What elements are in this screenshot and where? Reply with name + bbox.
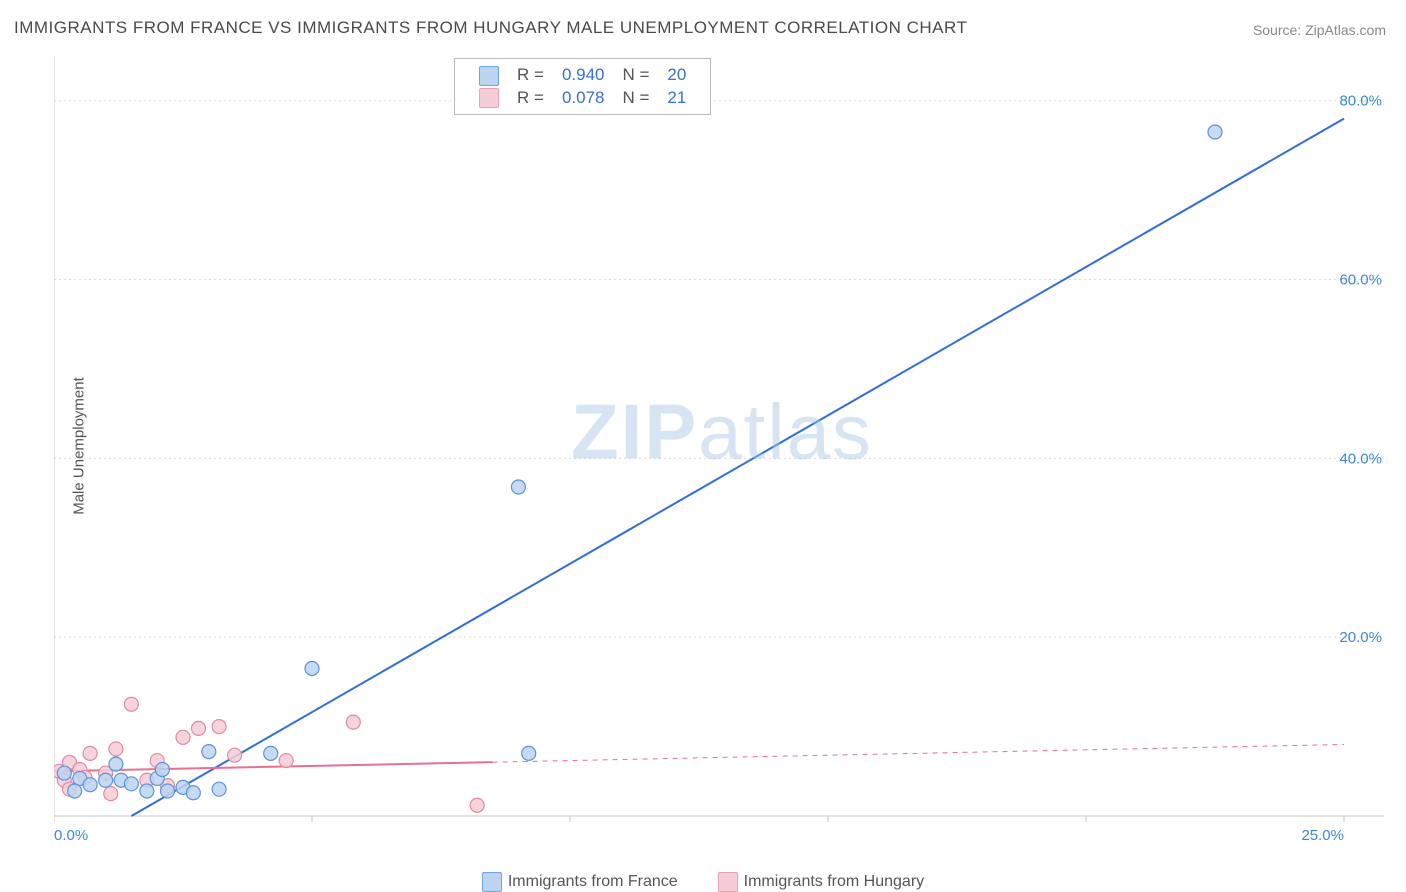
legend-r-label: R = (509, 65, 552, 86)
data-point-france (161, 784, 175, 798)
y-tick-label: 40.0% (1339, 450, 1382, 467)
legend-swatch (718, 872, 738, 892)
legend-r-value: 0.078 (554, 88, 613, 109)
data-point-hungary (212, 720, 226, 734)
data-point-hungary (109, 742, 123, 756)
data-point-france (140, 784, 154, 798)
y-tick-label: 60.0% (1339, 272, 1382, 289)
legend-item: Immigrants from France (482, 872, 678, 892)
legend-n-value: 21 (659, 88, 694, 109)
legend-r-value: 0.940 (554, 65, 613, 86)
legend-swatch (479, 88, 499, 108)
chart-title: IMMIGRANTS FROM FRANCE VS IMMIGRANTS FRO… (14, 18, 967, 38)
y-tick-label: 20.0% (1339, 629, 1382, 646)
data-point-hungary (470, 798, 484, 812)
x-tick-label: 0.0% (54, 827, 88, 844)
data-point-hungary (279, 754, 293, 768)
data-point-hungary (346, 715, 360, 729)
source-prefix: Source: (1253, 22, 1305, 38)
data-point-hungary (104, 787, 118, 801)
data-point-france (202, 745, 216, 759)
data-point-france (57, 766, 71, 780)
source-link[interactable]: ZipAtlas.com (1305, 22, 1386, 38)
data-point-hungary (228, 748, 242, 762)
legend-swatch (482, 872, 502, 892)
data-point-hungary (191, 721, 205, 735)
data-point-france (264, 746, 278, 760)
data-point-hungary (83, 746, 97, 760)
data-point-france (155, 763, 169, 777)
legend-n-label: N = (614, 88, 657, 109)
legend-label: Immigrants from Hungary (744, 873, 925, 890)
data-point-france (186, 786, 200, 800)
x-tick-label: 25.0% (1301, 827, 1344, 844)
legend-swatch (479, 66, 499, 86)
data-point-france (68, 784, 82, 798)
data-point-france (109, 757, 123, 771)
y-tick-label: 80.0% (1339, 93, 1382, 110)
chart-svg: 20.0% 40.0% 60.0% 80.0% 0.0% 25.0% (54, 56, 1390, 856)
data-point-france (83, 778, 97, 792)
legend-n-label: N = (614, 65, 657, 86)
trend-line-hungary-dashed (493, 744, 1344, 762)
trend-line-france (131, 119, 1344, 816)
data-point-hungary (124, 697, 138, 711)
data-point-france (1208, 125, 1222, 139)
legend-stats-box: R =0.940N =20 R =0.078N =21 (454, 58, 711, 115)
data-point-france (522, 746, 536, 760)
data-point-france (124, 777, 138, 791)
data-point-france (305, 661, 319, 675)
legend-r-label: R = (509, 88, 552, 109)
data-point-hungary (176, 730, 190, 744)
source-attribution: Source: ZipAtlas.com (1253, 22, 1386, 38)
legend-n-value: 20 (659, 65, 694, 86)
chart-plot-area: 20.0%40.0%60.0%80.0%0.0%25.0% ZIPatlas R… (54, 56, 1390, 856)
bottom-legend: Immigrants from France Immigrants from Hu… (0, 872, 1406, 892)
data-point-france (511, 480, 525, 494)
legend-item: Immigrants from Hungary (718, 872, 925, 892)
data-point-france (212, 782, 226, 796)
data-point-france (99, 773, 113, 787)
legend-label: Immigrants from France (508, 873, 678, 890)
